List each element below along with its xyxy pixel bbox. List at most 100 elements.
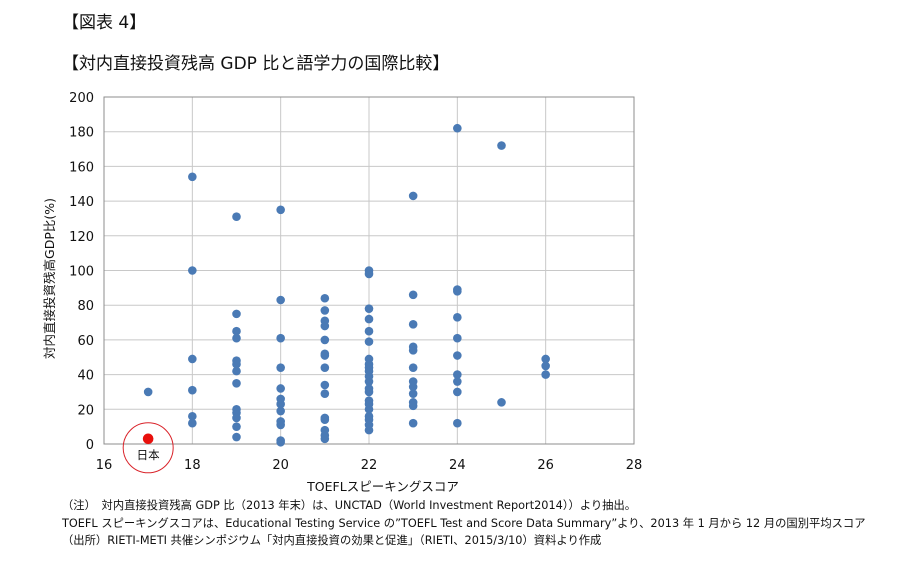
japan-label: 日本 — [137, 448, 160, 462]
data-point — [276, 205, 285, 215]
japan-point — [142, 433, 154, 445]
data-point — [408, 401, 418, 411]
note-1: （注） 対内直接投資残高 GDP 比（2013 年末）は、UNCTAD（Worl… — [62, 499, 637, 512]
data-point — [364, 425, 374, 435]
data-point — [276, 420, 285, 430]
data-point — [364, 387, 374, 397]
data-point — [453, 387, 462, 397]
y-tick-label: 40 — [77, 369, 94, 384]
x-tick-label: 20 — [272, 458, 289, 473]
data-point — [408, 363, 418, 372]
data-point — [453, 333, 462, 343]
x-tick-label: 22 — [361, 458, 378, 473]
x-tick-label: 26 — [537, 458, 554, 473]
x-tick-label: 18 — [184, 458, 201, 473]
data-point — [188, 172, 197, 182]
y-tick-label: 140 — [69, 195, 94, 210]
x-axis-ticks: 16 18 20 22 24 26 28 — [96, 458, 643, 473]
data-point — [232, 378, 241, 388]
x-tick-label: 28 — [626, 458, 643, 473]
data-point — [320, 351, 330, 360]
data-point — [320, 363, 330, 372]
japan-ring — [122, 422, 174, 474]
data-point — [143, 387, 153, 397]
data-point — [541, 370, 550, 379]
y-tick-label: 20 — [77, 403, 94, 418]
plot-area-frame — [103, 96, 635, 445]
y-tick-label: 0 — [86, 438, 94, 453]
data-point — [320, 415, 330, 425]
data-point — [453, 287, 462, 296]
data-point — [453, 377, 462, 386]
y-tick-label: 160 — [69, 160, 94, 175]
data-point — [320, 306, 330, 315]
data-point — [497, 141, 506, 150]
data-point — [408, 191, 418, 201]
y-tick-label: 100 — [69, 265, 94, 280]
source-note: （出所）RIETI-METI 共催シンポジウム「対内直接投資の効果と促進」（RI… — [62, 534, 602, 547]
x-axis-label: TOEFLスピーキングスコア — [306, 479, 459, 494]
data-point — [364, 337, 374, 346]
data-point — [408, 382, 418, 392]
y-tick-label: 200 — [69, 91, 94, 106]
data-point — [408, 290, 418, 300]
data-point — [453, 370, 462, 379]
data-point — [320, 434, 330, 444]
data-point — [408, 389, 418, 398]
x-tick-label: 24 — [449, 458, 466, 473]
data-point — [188, 385, 197, 395]
data-point — [453, 418, 462, 428]
data-point — [276, 295, 285, 305]
japan-highlight: 日本 — [122, 422, 174, 474]
data-point — [188, 418, 197, 428]
y-axis-ticks: 0 20 40 60 80 100 120 140 160 180 200 — [69, 91, 94, 453]
data-point — [276, 333, 285, 343]
data-point — [232, 422, 241, 431]
data-point — [541, 361, 550, 371]
data-point — [232, 359, 241, 369]
data-point — [188, 266, 197, 275]
data-point — [453, 313, 462, 322]
data-point — [276, 437, 285, 447]
data-point — [276, 399, 285, 409]
data-point — [320, 321, 330, 331]
y-tick-label: 180 — [69, 126, 94, 141]
data-point — [497, 398, 506, 407]
data-point — [232, 366, 241, 376]
data-point — [320, 293, 330, 303]
data-point — [232, 413, 241, 423]
data-point — [188, 411, 197, 421]
data-point — [232, 309, 241, 319]
data-point — [276, 406, 285, 416]
notes: （注） 対内直接投資残高 GDP 比（2013 年末）は、UNCTAD（Worl… — [62, 497, 866, 550]
data-point — [541, 354, 550, 364]
data-point — [364, 314, 374, 324]
data-point — [364, 304, 374, 313]
data-point — [232, 333, 241, 343]
data-point — [364, 269, 374, 279]
data-point — [276, 384, 285, 393]
data-point — [408, 319, 418, 329]
data-point — [232, 212, 241, 222]
data-point — [320, 389, 330, 398]
data-point — [232, 326, 241, 336]
y-tick-label: 60 — [77, 334, 94, 349]
figure-title: 【対内直接投資残高 GDP 比と語学力の国際比較】 — [62, 54, 450, 74]
data-point — [453, 351, 462, 360]
data-point — [364, 405, 374, 414]
data-point — [232, 432, 241, 442]
y-tick-label: 120 — [69, 230, 94, 245]
data-point — [320, 380, 330, 390]
data-point — [320, 335, 330, 345]
data-point — [408, 418, 418, 428]
data-point — [453, 123, 462, 133]
x-tick-label: 16 — [96, 458, 113, 473]
data-point — [276, 363, 285, 372]
y-tick-label: 80 — [77, 299, 94, 314]
data-point — [188, 354, 197, 364]
figure-number: 【図表 4】 — [62, 13, 147, 33]
data-point — [364, 377, 374, 386]
data-points — [143, 123, 550, 447]
data-point — [408, 346, 418, 355]
